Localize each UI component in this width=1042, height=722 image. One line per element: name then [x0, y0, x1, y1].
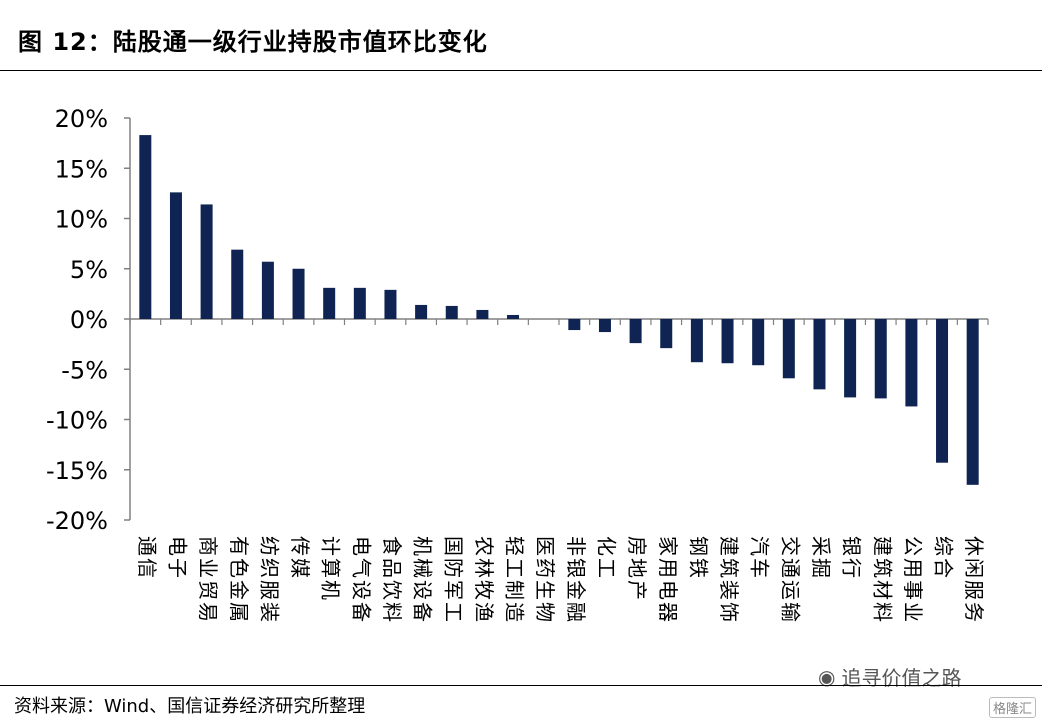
bar-chart: 20% 15% 10% 5% 0% -5% -10% -15% -20% 通信 电子 商业贸易 有色金属…: [46, 105, 989, 624]
y-tick-label: -10%: [46, 407, 108, 435]
bar: [874, 319, 887, 399]
y-tick-label: -15%: [46, 457, 108, 485]
bar: [200, 204, 213, 319]
bar: [660, 319, 673, 349]
x-tick-label: 有色金属: [227, 536, 251, 624]
page-title: 图 12：陆股通一级行业持股市值环比变化: [18, 28, 488, 56]
x-tick-label: 银行: [840, 536, 864, 580]
x-tick-label: 电子: [165, 536, 189, 580]
watermark-text: 追寻价值之路: [841, 666, 962, 690]
bar: [292, 268, 305, 319]
bar: [231, 249, 244, 319]
bar: [384, 289, 397, 319]
title-bar: 图 12：陆股通一级行业持股市值环比变化: [0, 0, 1042, 71]
bar: [169, 192, 182, 319]
x-tick-label: 家用电器: [656, 536, 680, 624]
bar: [936, 319, 949, 463]
bar: [261, 261, 274, 319]
wechat-icon: ◉: [818, 664, 836, 689]
x-tick-label: 房地产: [625, 536, 649, 602]
bar: [629, 319, 642, 344]
y-tick-label: 0%: [70, 306, 108, 334]
bar: [752, 319, 765, 366]
bar: [415, 304, 428, 319]
x-tick-label: 食品饮料: [380, 536, 404, 624]
bar: [445, 305, 458, 319]
bar: [323, 287, 336, 319]
bar: [476, 309, 489, 319]
bar: [905, 319, 918, 407]
x-tick-label: 商业贸易: [196, 536, 220, 624]
x-tick-label: 钢铁: [686, 536, 710, 580]
y-tick-label: 5%: [70, 256, 108, 284]
y-tick-label: 15%: [55, 155, 108, 183]
watermark-badge: 格隆汇: [988, 697, 1036, 718]
bar: [507, 314, 520, 319]
bar: [353, 287, 366, 319]
bar: [139, 135, 152, 319]
x-tick-label: 建筑装饰: [717, 536, 741, 624]
x-tick-label: 通信: [135, 536, 159, 580]
bar: [598, 319, 611, 333]
x-tick-label: 国防军工: [441, 536, 465, 624]
y-tick-label: -20%: [46, 507, 108, 535]
bar: [844, 319, 857, 398]
x-tick-label: 公用事业: [901, 536, 925, 624]
bar: [813, 319, 826, 390]
x-tick-label: 计算机: [319, 536, 343, 602]
x-tick-label: 电气设备: [349, 536, 373, 624]
watermark: ◉ 追寻价值之路: [818, 662, 961, 691]
x-tick-label: 休闲服务: [962, 536, 986, 624]
bar: [568, 319, 581, 331]
y-tick-label: -5%: [61, 356, 108, 384]
x-tick-label: 传媒: [288, 536, 312, 580]
footer-divider: [0, 685, 1042, 686]
x-tick-label: 非银金融: [564, 536, 588, 624]
x-tick-label: 医药生物: [533, 536, 557, 624]
bar: [966, 319, 979, 485]
x-tick-label: 农林牧渔: [472, 536, 496, 624]
y-tick-label: 10%: [55, 206, 108, 234]
x-tick-label: 建筑材料: [870, 536, 894, 624]
x-tick-label: 机械设备: [411, 536, 435, 624]
source-note: 资料来源：Wind、国信证券经济研究所整理: [14, 696, 366, 717]
x-tick-label: 交通运输: [778, 536, 802, 624]
x-tick-label: 采掘: [809, 536, 833, 580]
y-tick-label: 20%: [55, 105, 108, 133]
bar: [721, 319, 734, 364]
bar: [690, 319, 703, 363]
bar: [782, 319, 795, 379]
x-tick-label: 纺织服装: [257, 536, 281, 624]
x-tick-label: 汽车: [748, 536, 772, 580]
x-tick-label: 化工: [594, 536, 618, 580]
x-tick-label: 轻工制造: [503, 536, 527, 624]
x-tick-label: 综合: [932, 536, 956, 580]
